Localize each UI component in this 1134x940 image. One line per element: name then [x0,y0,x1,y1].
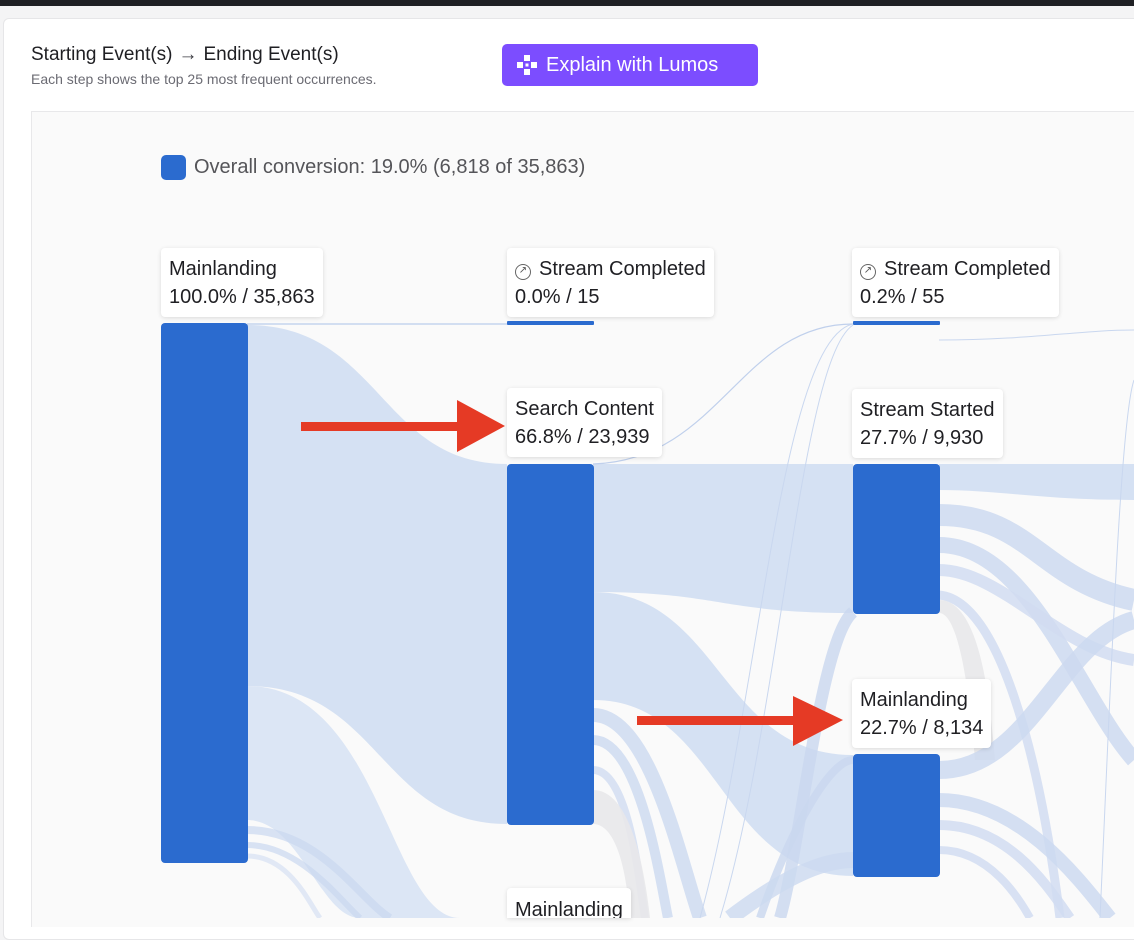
flow-mainlanding2-out-3[interactable] [938,820,1075,918]
flow-mainlanding-lower-3[interactable] [246,853,323,918]
flow-mainlanding-lower-2[interactable] [246,842,363,918]
annotation-arrow-2 [637,696,843,746]
node-stat: 0.0% / 15 [515,286,600,308]
node-label-stream-started[interactable]: Stream Started 27.7% / 9,930 [852,389,1003,458]
page-title: Starting Event(s) → Ending Event(s) [31,44,339,66]
lumos-icon [516,54,538,76]
flow-thin-2[interactable] [719,324,854,918]
flow-mainlanding2-out-4[interactable] [938,846,1034,918]
flow-stream-started-forward[interactable] [939,464,1134,500]
node-stat: 0.2% / 55 [860,286,945,308]
explain-with-lumos-button[interactable]: Explain with Lumos [502,44,758,86]
node-name: Stream Completed [884,258,1051,280]
legend-text: Overall conversion: 19.0% (6,818 of 35,8… [194,156,586,178]
flow-thin-right-1[interactable] [938,329,1134,341]
node-bar-mainlanding-2[interactable] [853,754,940,877]
legend-swatch [161,155,186,180]
exit-icon: ↗ [860,264,876,280]
node-bar-stream-completed-2[interactable] [853,321,940,325]
node-bar-search-content[interactable] [507,464,594,825]
node-stat: 66.8% / 23,939 [515,426,650,448]
flow-mainlanding2-out-1[interactable] [938,611,1134,779]
flow-search-lower-4[interactable] [593,790,650,918]
arrow-right-icon: → [178,44,198,65]
node-label-mainlanding-3[interactable]: Mainlanding [507,888,631,918]
node-name: Stream Completed [539,258,706,280]
flow-diagram [161,321,1134,918]
node-bar-mainlanding[interactable] [161,323,248,863]
node-name: Search Content [515,398,654,420]
node-name: Mainlanding [169,258,277,280]
flow-stream-started-out-3[interactable] [938,564,1134,666]
flow-thin-1[interactable] [699,323,854,918]
flow-mainlanding-lower-1[interactable] [246,826,393,918]
start-events-label[interactable]: Starting Event(s) [31,44,173,65]
node-stat: 22.7% / 8,134 [860,717,984,739]
page-subtitle: Each step shows the top 25 most frequent… [31,71,377,87]
exit-icon: ↗ [515,264,531,280]
flow-mainlanding-to-search[interactable] [247,325,507,824]
node-label-mainlanding[interactable]: Mainlanding 100.0% / 35,863 [161,248,323,317]
node-label-search-content[interactable]: Search Content 66.8% / 23,939 [507,388,662,457]
conversion-legend: Overall conversion: 19.0% (6,818 of 35,8… [161,155,585,180]
flow-search-lower-1[interactable] [592,708,707,918]
flow-mainlanding2-out-2[interactable] [938,793,1116,918]
node-stat: 27.7% / 9,930 [860,427,984,449]
node-stat: 100.0% / 35,863 [169,286,315,308]
flow-stream-started-out-1[interactable] [938,504,1134,611]
flow-search-to-stream-started[interactable] [593,464,853,613]
node-name: Mainlanding [860,689,968,711]
node-name: Stream Started [860,399,995,421]
node-label-mainlanding-2[interactable]: Mainlanding 22.7% / 8,134 [852,679,992,748]
flow-search-lower-2[interactable] [592,735,673,918]
node-name: Mainlanding [515,899,623,918]
flow-mainlanding-to-mainlanding[interactable] [247,686,460,918]
flow-search-to-mainlanding[interactable] [593,592,853,876]
flow-thin-right-2[interactable] [1099,379,1134,918]
flow-incoming-to-mainlanding2-c[interactable] [725,852,854,918]
node-bar-stream-started[interactable] [853,464,940,614]
annotation-arrow-1 [301,400,505,452]
end-events-label[interactable]: Ending Event(s) [203,44,339,65]
top-bar [0,0,1134,6]
explain-button-label: Explain with Lumos [546,53,719,76]
node-label-stream-completed-1[interactable]: ↗ Stream Completed 0.0% / 15 [507,248,714,317]
node-bar-stream-completed-1[interactable] [507,321,594,325]
node-label-stream-completed-2[interactable]: ↗ Stream Completed 0.2% / 55 [852,248,1059,317]
